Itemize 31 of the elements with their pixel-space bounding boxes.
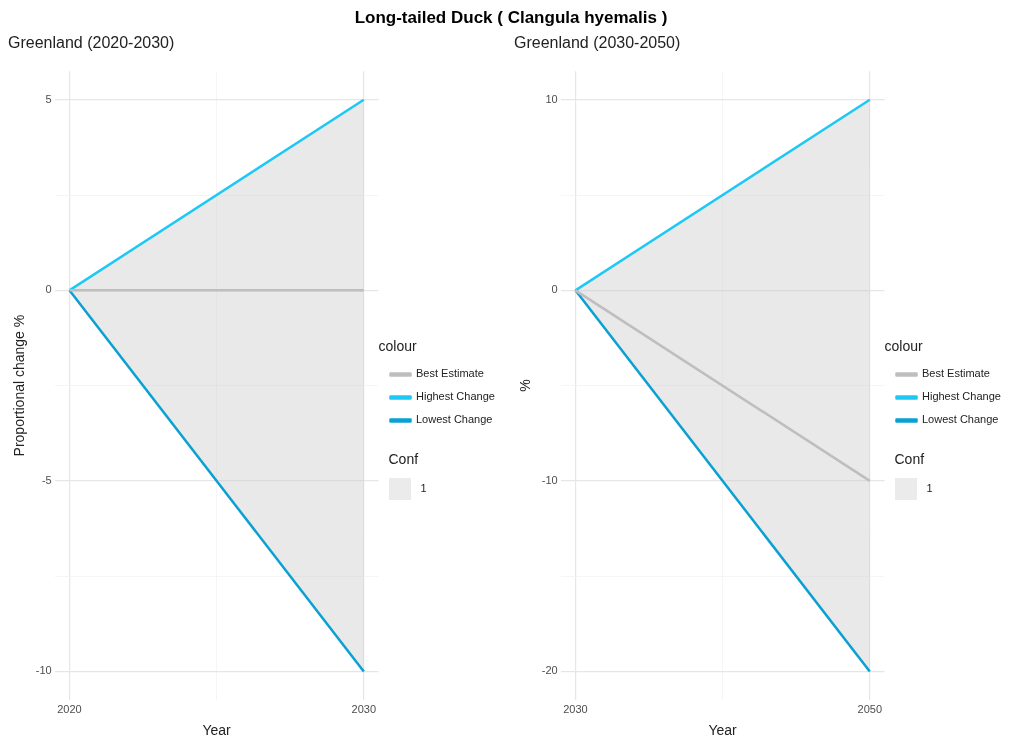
y-tick-label: 5 <box>45 92 52 105</box>
legend-label: Highest Change <box>416 390 495 403</box>
x-tick-label: 2050 <box>857 702 883 715</box>
y-axis-title: Proportional change % <box>11 314 28 457</box>
legend-label: Lowest Change <box>416 413 493 426</box>
y-tick-label: 0 <box>551 283 558 296</box>
x-tick-label: 2030 <box>563 702 588 715</box>
y-tick-label: -10 <box>35 664 52 677</box>
chart-subtitle: Greenland (2020-2030) <box>8 34 175 52</box>
x-tick-label: 2020 <box>57 702 82 715</box>
text: Conf <box>388 450 419 467</box>
legend-title: colour <box>884 337 923 354</box>
y-axis-title: % <box>517 379 534 392</box>
y-tick-label: -10 <box>541 473 558 486</box>
legend-label: Best Estimate <box>416 367 484 380</box>
text: Long-tailed Duck ( Clangula hyemalis ) <box>353 8 669 28</box>
legend-title: colour <box>378 337 417 354</box>
y-tick-label: 0 <box>45 283 52 296</box>
y-tick-label: -5 <box>41 473 52 486</box>
chart-subtitle: Greenland (2030-2050) <box>514 34 681 52</box>
legend-label: Lowest Change <box>922 413 999 426</box>
text: 1 <box>926 481 933 494</box>
x-tick-label: 2030 <box>351 702 377 715</box>
legend-label: Best Estimate <box>922 367 990 380</box>
x-axis-title: Year <box>202 722 232 739</box>
legend-label: Highest Change <box>922 390 1001 403</box>
text: Conf <box>894 450 925 467</box>
text: 1 <box>420 481 427 494</box>
x-axis-title: Year <box>708 722 738 739</box>
y-tick-label: -20 <box>541 664 558 677</box>
y-tick-label: 10 <box>545 92 558 105</box>
